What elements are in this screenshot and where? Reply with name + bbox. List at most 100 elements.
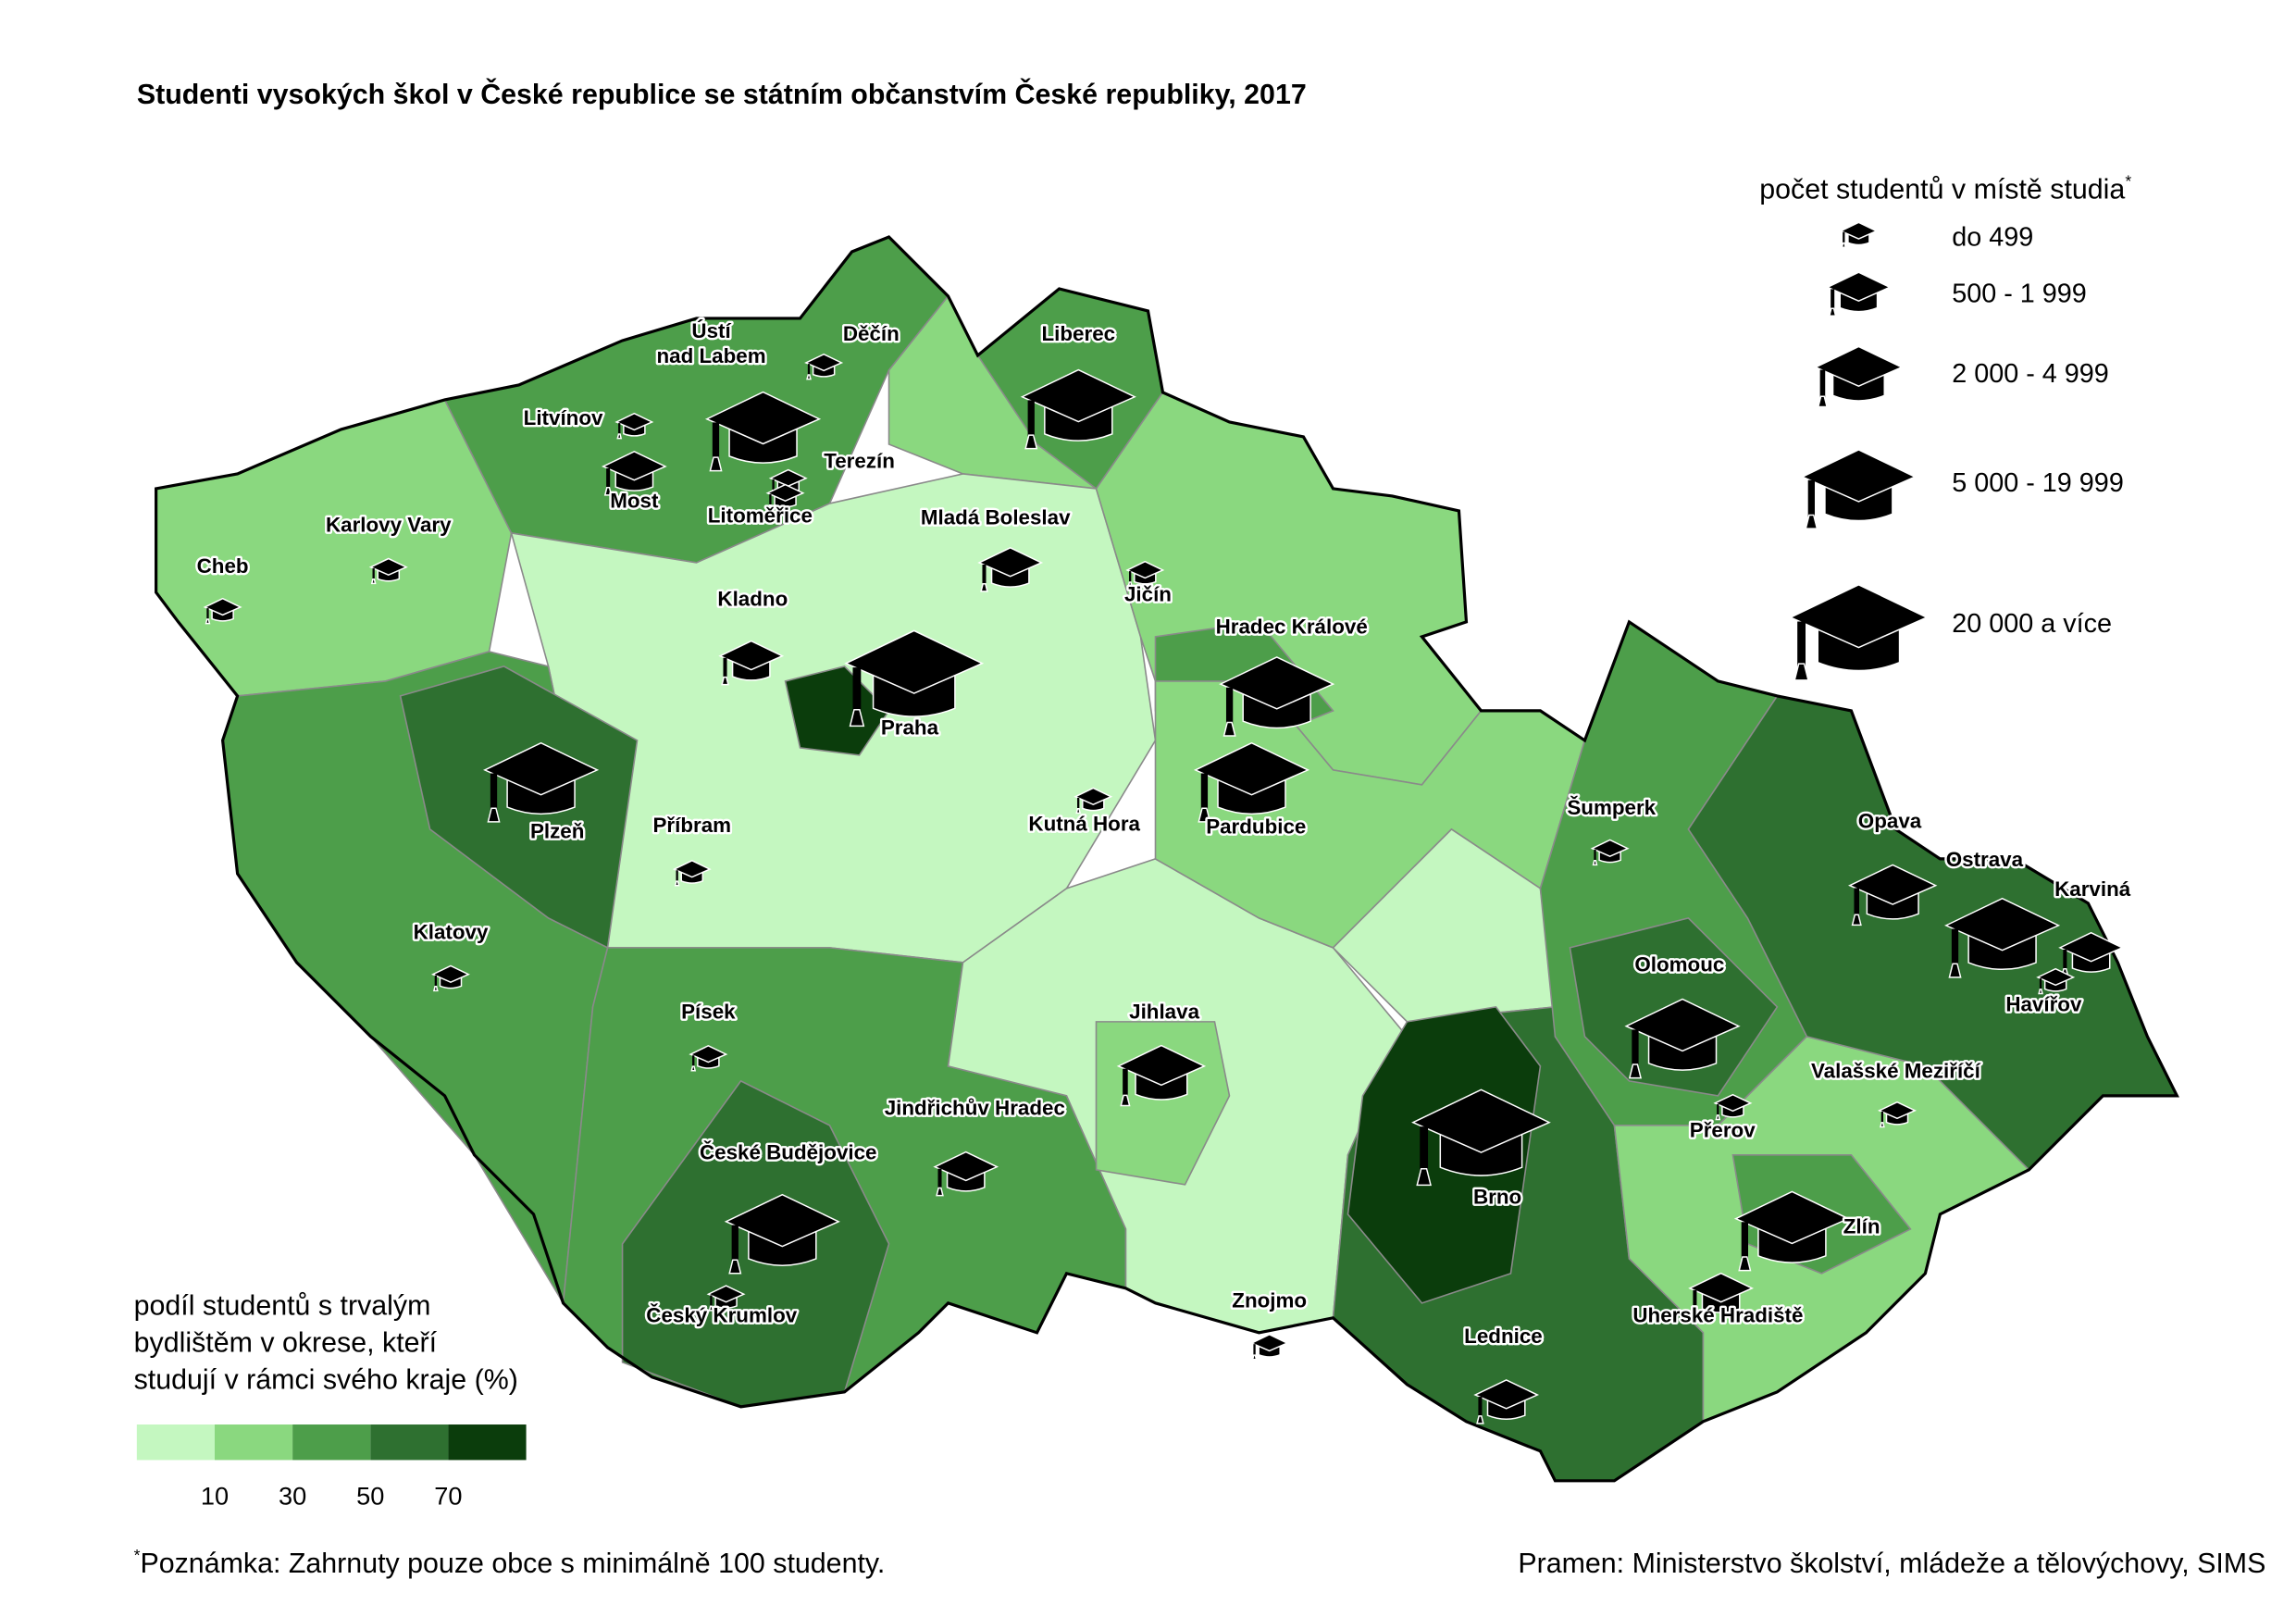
cap-top <box>1828 272 1890 301</box>
cap-tassel <box>676 881 679 886</box>
cap-top <box>1251 1335 1286 1351</box>
regions <box>155 235 2179 1483</box>
cap-tassel <box>206 619 210 624</box>
cap-top <box>708 1286 743 1302</box>
student-cap-icon <box>1841 222 1876 247</box>
student-cap-icon <box>806 354 841 379</box>
cap-tassel <box>1128 582 1132 587</box>
cap-tassel <box>1830 308 1836 316</box>
footnote-mark: * <box>134 1546 141 1564</box>
student-cap-icon <box>1023 370 1136 449</box>
student-cap-icon <box>2038 969 2073 994</box>
city-label: Pardubice <box>1206 815 1306 839</box>
cap-tassel <box>1121 1095 1129 1105</box>
student-cap-icon <box>1850 864 1936 925</box>
city-label: Praha <box>881 716 939 740</box>
city-label: Zlín <box>1843 1215 1880 1238</box>
cap-tassel <box>1692 1310 1698 1317</box>
cap-top <box>2038 969 2073 986</box>
student-cap-icon <box>1816 346 1902 406</box>
student-cap-icon <box>690 1046 726 1071</box>
student-cap-icon <box>726 1195 839 1274</box>
student-cap-icon <box>1075 788 1111 813</box>
cap-top <box>1841 222 1876 239</box>
color-legend-tick: 30 <box>279 1481 306 1510</box>
cap-tassel <box>1949 964 1960 977</box>
cap-top <box>1475 1380 1537 1409</box>
cap-top <box>806 354 841 371</box>
cap-tassel <box>605 488 612 495</box>
source: Pramen: Ministerstvo školství, mládeže a… <box>1518 1548 2265 1579</box>
cap-top <box>1791 585 1927 648</box>
city-label-line: nad Labem <box>656 344 765 367</box>
student-cap-icon <box>1592 840 1627 864</box>
city-label: Most <box>610 490 659 513</box>
cap-top <box>767 485 802 502</box>
cap-top <box>690 1046 726 1063</box>
region <box>784 665 890 756</box>
color-swatch <box>292 1424 371 1461</box>
cap-top <box>603 452 665 480</box>
cap-top <box>1690 1274 1752 1302</box>
city-label: Klatovy <box>414 920 489 943</box>
size-legend-label: do 499 <box>1952 223 2033 253</box>
city-label: Opava <box>1858 809 1922 832</box>
cap-top <box>1075 788 1111 804</box>
footnote-mark: * <box>2125 172 2131 191</box>
color-legend-title: bydlištěm v okrese, kteří <box>134 1327 438 1359</box>
city-label: České Budějovice <box>700 1141 877 1164</box>
student-cap-icon <box>707 392 820 471</box>
city-label: Valašské Meziříčí <box>1811 1060 1981 1083</box>
cap-top <box>979 548 1041 577</box>
city-label: Český Krumlov <box>646 1304 797 1327</box>
student-cap-icon <box>1803 450 1916 529</box>
cap-tassel <box>1417 1169 1431 1186</box>
size-legend-label: 500 - 1 999 <box>1952 279 2087 308</box>
color-legend-tick: 50 <box>356 1481 384 1510</box>
cap-top <box>485 743 598 795</box>
cap-top <box>1736 1191 1849 1243</box>
student-cap-icon <box>846 630 982 726</box>
city-label: Jindřichův Hradec <box>885 1097 1065 1120</box>
cap-tassel <box>1794 664 1808 680</box>
student-cap-icon <box>979 548 1041 591</box>
cap-tassel <box>488 808 499 822</box>
city-label: Děčín <box>843 322 900 345</box>
student-cap-icon <box>603 452 665 495</box>
cap-tassel <box>372 579 376 584</box>
student-cap-icon <box>675 861 710 886</box>
cap-tassel <box>1806 515 1817 529</box>
cap-tassel <box>1880 1123 1884 1127</box>
cap-top <box>1196 743 1309 795</box>
color-swatch <box>370 1424 449 1461</box>
student-cap-icon <box>1828 272 1890 316</box>
cap-tassel <box>729 1260 740 1274</box>
student-cap-icon <box>708 1286 743 1311</box>
student-cap-icon <box>433 965 468 990</box>
city-label: Brno <box>1473 1186 1521 1209</box>
country-outline <box>155 235 2179 1483</box>
cap-tassel <box>1224 722 1235 736</box>
cap-tassel <box>434 987 438 991</box>
student-cap-icon <box>371 559 406 584</box>
cap-tassel <box>710 1306 714 1311</box>
student-cap-icon <box>1475 1380 1537 1424</box>
student-cap-icon <box>1715 1095 1750 1120</box>
cap-top <box>1413 1089 1549 1152</box>
cap-tassel <box>1253 1355 1257 1360</box>
student-cap-icon <box>205 599 240 624</box>
cap-top <box>1715 1095 1750 1112</box>
city-label: Jičín <box>1124 583 1172 606</box>
cap-top <box>371 559 406 576</box>
cap-tassel <box>1853 914 1861 925</box>
color-legend-tick: 70 <box>434 1481 462 1510</box>
city-label: Hradec Králové <box>1216 616 1368 639</box>
student-cap-icon <box>1880 1102 1915 1127</box>
city-label: Mladá Boleslav <box>921 505 1071 529</box>
student-cap-icon <box>935 1152 997 1196</box>
color-swatch <box>448 1424 527 1461</box>
cap-top <box>935 1152 997 1181</box>
city-label: Příbram <box>652 814 731 837</box>
cap-top <box>1592 840 1627 856</box>
